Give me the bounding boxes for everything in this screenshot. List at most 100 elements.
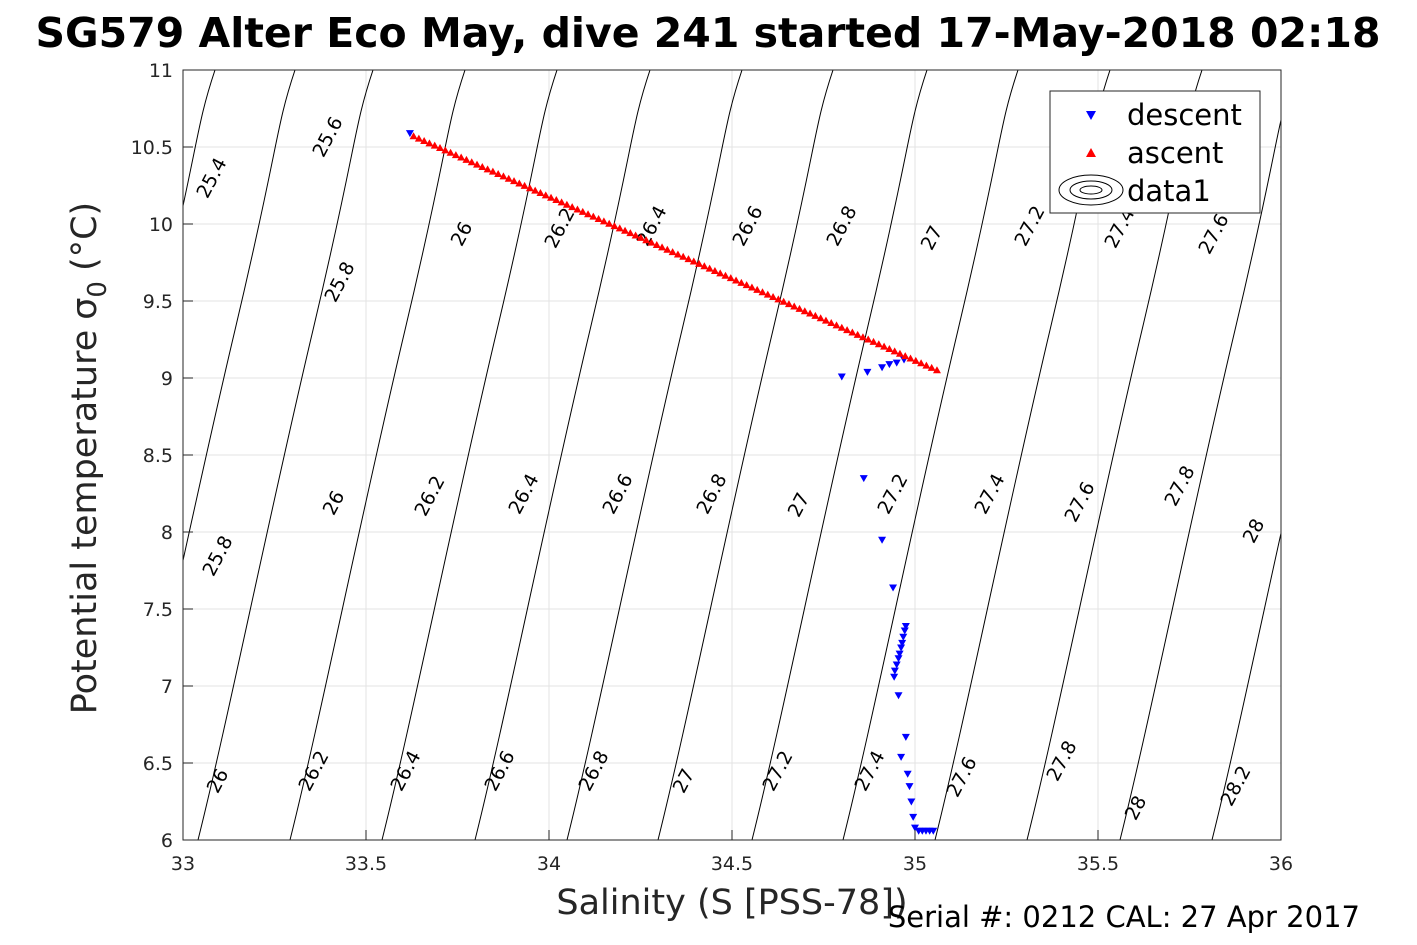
x-tick-label: 35 xyxy=(903,853,927,875)
x-tick-label: 36 xyxy=(1269,853,1293,875)
legend-data1-label: data1 xyxy=(1127,174,1211,208)
ascent-point xyxy=(927,363,936,371)
ascent-point xyxy=(499,172,508,180)
descent-point xyxy=(894,692,903,700)
legend-data1-icon xyxy=(1058,174,1124,206)
ascent-point xyxy=(594,214,603,222)
y-axis-label-unit: (°C) xyxy=(65,202,105,271)
x-tick-label: 34 xyxy=(537,853,561,875)
descent-point xyxy=(878,536,887,544)
ascent-point xyxy=(858,333,867,341)
isopycnal-line xyxy=(1119,117,1281,840)
ascent-point xyxy=(932,366,941,374)
ascent-point xyxy=(636,233,645,241)
isopycnal-line xyxy=(751,70,928,840)
ascent-point xyxy=(436,144,445,152)
descent-point xyxy=(929,827,938,835)
ascent-point xyxy=(726,274,735,282)
ascent-point xyxy=(843,326,852,334)
y-tick-label: 7.5 xyxy=(143,599,173,621)
y-tick-label: 10.5 xyxy=(131,137,173,159)
chart-title: SG579 Alter Eco May, dive 241 started 17… xyxy=(36,9,1381,57)
ascent-point xyxy=(584,210,593,218)
ascent-point xyxy=(853,330,862,338)
isopycnal-line xyxy=(842,70,1019,840)
legend-ascent-label: ascent xyxy=(1127,136,1223,170)
ascent-point xyxy=(520,181,529,189)
isopycnal-line xyxy=(197,70,374,840)
ascent-point xyxy=(800,307,809,315)
descent-point xyxy=(900,627,909,635)
ascent-point xyxy=(700,262,709,270)
isopycnal-line xyxy=(289,70,466,840)
ascent-point xyxy=(568,203,577,211)
ascent-point xyxy=(705,264,714,272)
ascent-point xyxy=(658,243,667,251)
y-tick-label: 6.5 xyxy=(143,753,173,775)
ascent-point xyxy=(531,186,540,194)
isopycnal-line xyxy=(1304,70,1417,840)
ascent-point xyxy=(790,302,799,310)
ascent-point xyxy=(874,340,883,348)
ascent-point xyxy=(753,285,762,293)
ascent-point xyxy=(541,191,550,199)
ascent-point xyxy=(911,356,920,364)
ascent-point xyxy=(446,148,455,156)
ascent-point xyxy=(774,295,783,303)
descent-point xyxy=(859,475,868,483)
data-points xyxy=(405,130,941,835)
descent-point xyxy=(909,813,918,821)
ascent-point xyxy=(478,162,487,170)
y-tick-label: 8.5 xyxy=(143,445,173,467)
ascent-point xyxy=(679,252,688,260)
ascent-point xyxy=(673,250,682,258)
descent-point xyxy=(901,733,910,741)
ascent-point xyxy=(663,245,672,253)
descent-point xyxy=(885,361,894,369)
descent-point xyxy=(894,655,903,663)
descent-point xyxy=(897,644,906,652)
ascent-point xyxy=(906,354,915,362)
y-tick-label: 11 xyxy=(149,60,173,82)
ascent-point xyxy=(695,259,704,267)
isopycnal-line xyxy=(183,70,216,209)
ascent-point xyxy=(599,217,608,225)
ascent-point xyxy=(895,349,904,357)
ascent-point xyxy=(652,240,661,248)
ascent-point xyxy=(536,188,545,196)
ascent-point xyxy=(488,167,497,175)
ascent-point xyxy=(769,293,778,301)
descent-point xyxy=(890,667,899,675)
y-tick-label: 9 xyxy=(161,368,173,390)
ascent-point xyxy=(525,184,534,192)
ascent-point xyxy=(430,141,439,149)
descent-point xyxy=(892,661,901,669)
ascent-point xyxy=(806,309,815,317)
ascent-point xyxy=(821,316,830,324)
ascent-point xyxy=(610,222,619,230)
ascent-point xyxy=(409,132,418,140)
ascent-point xyxy=(832,321,841,329)
ascent-point xyxy=(457,153,466,161)
ascent-point xyxy=(784,300,793,308)
ascent-point xyxy=(451,151,460,159)
ascent-point xyxy=(557,198,566,206)
descent-point xyxy=(901,622,910,630)
x-tick-label: 35.5 xyxy=(1077,853,1119,875)
ascent-point xyxy=(552,196,561,204)
ascent-point xyxy=(631,231,640,239)
ascent-point xyxy=(779,297,788,305)
x-axis-label: Salinity (S [PSS-78]) xyxy=(556,883,907,923)
ascent-point xyxy=(880,342,889,350)
ascent-point xyxy=(467,158,476,166)
y-tick-label: 8 xyxy=(161,522,173,544)
descent-point xyxy=(905,783,914,791)
ascent-point xyxy=(642,236,651,244)
descent-point xyxy=(405,130,414,138)
isopycnal-line xyxy=(1211,530,1281,840)
ascent-point xyxy=(758,288,767,296)
ascent-point xyxy=(414,134,423,142)
x-tick-label: 34.5 xyxy=(711,853,753,875)
legend-descent-label: descent xyxy=(1127,98,1242,132)
legend: descent ascent data1 xyxy=(1049,90,1261,214)
